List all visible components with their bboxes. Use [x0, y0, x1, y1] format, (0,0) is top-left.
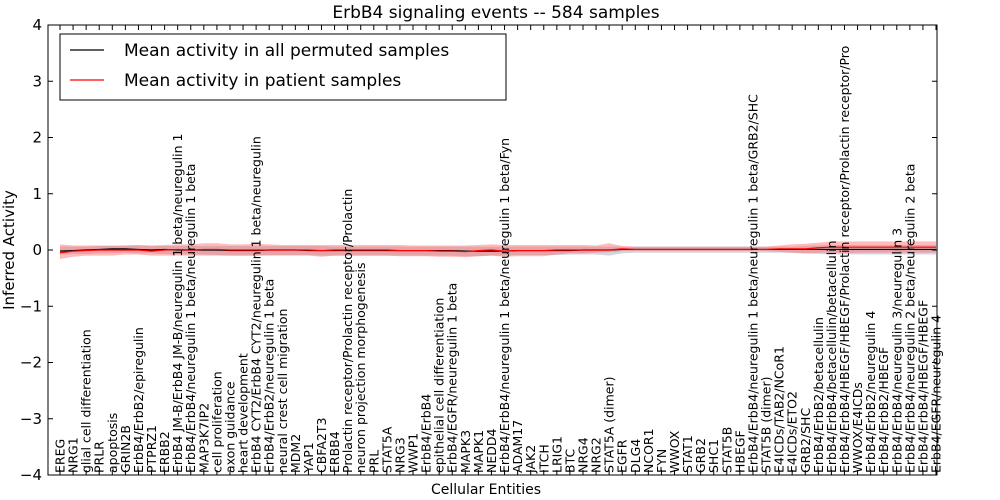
x-tick-label: EREG [53, 439, 68, 473]
y-tick-label: 3 [32, 72, 42, 90]
x-tick-label: neuron projection morphogenesis [353, 262, 368, 473]
legend: Mean activity in all permuted samples Me… [59, 33, 507, 101]
x-tick-label: E4ICDs/TAB2/NCoR1 [772, 346, 787, 473]
x-tick-label: SHC1 [706, 439, 721, 473]
x-tick-label: MAP3K7IP2 [196, 403, 211, 473]
x-tick-label: ErbB4/ErbB4/neuregulin 2 beta/neuregulin… [902, 164, 917, 473]
x-tick-label: glial cell differentiation [79, 329, 94, 473]
x-tick-label: ErbB4/ErbB4 [419, 394, 434, 473]
x-tick-label: heart development [236, 353, 251, 473]
x-tick-label: NRG3 [392, 437, 407, 473]
x-tick-label: ErbB4/EGFR/neuregulin 1 beta [445, 283, 460, 473]
x-tick-label: ErbB4 CYT2/ErbB4 CYT2/neuregulin 1 beta/… [249, 136, 264, 473]
x-tick-label: ErbB4/ErbB4/betacellulin/betacellulin [824, 240, 839, 473]
x-tick-label: ERBB2 [157, 431, 172, 473]
x-tick-label: WWOX/E4ICDs [850, 382, 865, 473]
x-tick-label: ErbB4/ErbB2/neuregulin 4 [863, 311, 878, 473]
y-axis-label: Inferred Activity [0, 190, 18, 310]
x-tick-label: PTPRZ1 [144, 425, 159, 473]
x-tick-label: STAT5B [719, 427, 734, 473]
x-tick-label: PRL [366, 450, 381, 473]
x-tick-label: axon guidance [223, 381, 238, 473]
x-tick-label: ErbB4 JM-B/ErbB4 JM-B/neuregulin 1 beta/… [170, 134, 185, 473]
legend-box [59, 33, 507, 101]
x-tick-label: YAP1 [301, 442, 316, 474]
x-tick-label: ErbB4/ErbB4/HBEGF/HBEGF/Prolactin recept… [837, 46, 852, 473]
x-tick-label: EGFR [615, 439, 630, 473]
x-tick-label: BTC [562, 449, 577, 473]
x-tick-label: GRB2/SHC [798, 408, 813, 473]
y-tick-label: 4 [32, 16, 42, 34]
x-tick-label: NCOR1 [641, 428, 656, 473]
x-tick-label: ErbB4/ErbB4/neuregulin 1 beta/neuregulin… [497, 138, 512, 473]
x-axis-label: Cellular Entities [431, 482, 541, 498]
x-tick-label: ErbB4/ErbB4/HBEGF/HBEGF [915, 300, 930, 473]
x-tick-label: GRB2 [693, 438, 708, 473]
x-tick-label: neural crest cell migration [275, 309, 290, 473]
y-tick-label: −1 [20, 297, 42, 315]
x-tick-label: STAT5A (dimer) [602, 377, 617, 473]
x-tick-label: ErbB4/ErbB2/epiregulin [131, 327, 146, 473]
x-tick-label: WWP1 [406, 433, 421, 473]
x-tick-label: LRIG1 [549, 436, 564, 473]
y-tick-label: −4 [20, 466, 42, 484]
legend-label-patient: Mean activity in patient samples [124, 71, 401, 91]
x-tick-label: NRG4 [576, 437, 591, 473]
x-tick-label: ErbB4/ErbB4/neuregulin 1 beta/neuregulin… [746, 94, 761, 473]
series-line-1 [59, 246, 936, 254]
x-tick-label: ErbB4/ErbB2/HBEGF [876, 347, 891, 473]
y-tick-label: 2 [32, 129, 42, 147]
x-tick-label: ERBB4 [327, 431, 342, 473]
series-lines [59, 246, 936, 254]
x-tick-label: CBFA2T3 [314, 418, 329, 473]
plot-area-frame [47, 24, 938, 476]
x-tick-label: DLG4 [628, 439, 643, 473]
legend-label-permuted: Mean activity in all permuted samples [124, 41, 449, 61]
x-tick-label: MAPK3 [458, 430, 473, 473]
x-tick-label: MAPK1 [471, 430, 486, 473]
y-tick-label: −3 [20, 410, 42, 428]
x-tick-label: STAT5A [379, 426, 394, 473]
x-tick-label: ErbB4/ErbB4/neuregulin 3/neuregulin 3 [889, 228, 904, 473]
y-tick-label: −2 [20, 354, 42, 372]
y-axis-ticks: −4 −3 −2 −1 0 1 2 3 4 [20, 16, 937, 484]
x-tick-label: E4ICDs/ETO2 [785, 391, 800, 473]
x-tick-label: apoptosis [105, 413, 120, 473]
x-tick-label: HBEGF [732, 430, 747, 473]
x-tick-label: Prolactin receptor/Prolactin receptor/Pr… [340, 189, 355, 473]
x-tick-label: ErbB4/EGFR/neuregulin 4 [929, 315, 944, 473]
x-tick-label: cell proliferation [209, 371, 224, 473]
x-tick-label: ErbB4/ErbB4/neuregulin 1 beta/neuregulin… [183, 164, 198, 473]
x-tick-label: ErbB4/ErbB2/betacellulin [811, 317, 826, 473]
x-tick-label: PRLR [92, 441, 107, 473]
x-tick-label: ITCH [536, 444, 551, 473]
chart-title: ErbB4 signaling events -- 584 samples [332, 3, 659, 23]
x-tick-label: MDM2 [288, 434, 303, 473]
x-tick-label: JAK2 [523, 445, 538, 474]
x-tick-label: STAT5B (dimer) [759, 377, 774, 473]
x-tick-label: NRG2 [589, 437, 604, 473]
x-tick-label: STAT1 [680, 435, 695, 473]
y-tick-label: 1 [32, 185, 42, 203]
x-tick-label: FYN [654, 449, 669, 473]
x-tick-label: NRG1 [66, 437, 81, 473]
x-tick-label: ErbB4/ErbB2/neuregulin 1 beta [262, 279, 277, 473]
x-tick-label: GRIN2B [118, 425, 133, 473]
x-tick-label: epithelial cell differentiation [432, 298, 447, 473]
x-tick-label: WWOX [667, 430, 682, 473]
y-tick-label: 0 [32, 241, 42, 259]
x-tick-label: ADAM17 [510, 420, 525, 473]
x-tick-label: NEDD4 [484, 429, 499, 473]
